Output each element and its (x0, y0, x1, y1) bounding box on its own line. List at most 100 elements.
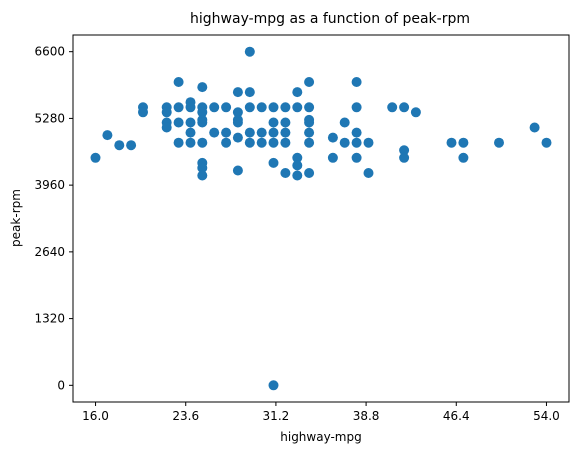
data-point (185, 127, 196, 138)
data-point (494, 137, 504, 148)
data-point (221, 127, 232, 138)
data-point (244, 102, 255, 113)
data-point (256, 127, 267, 138)
data-point (351, 127, 362, 138)
data-point (185, 137, 196, 148)
x-tick-label: 23.6 (172, 409, 199, 423)
data-point (102, 130, 113, 141)
data-point (327, 152, 338, 163)
data-point (304, 117, 315, 128)
data-point (304, 137, 315, 148)
data-point (197, 117, 208, 128)
data-point (268, 127, 279, 138)
data-point (458, 152, 469, 163)
data-point (209, 102, 220, 113)
data-point (410, 107, 421, 118)
y-axis-ticks: 0 1320 2640 3960 5280 6600 (34, 45, 73, 392)
data-point (126, 140, 137, 151)
data-point (244, 127, 255, 138)
data-point (280, 117, 291, 128)
y-tick-label: 0 (57, 378, 65, 392)
x-tick-label: 31.2 (263, 409, 290, 423)
data-point (363, 137, 374, 148)
x-tick-label: 46.4 (443, 409, 470, 423)
data-point (351, 77, 362, 87)
data-point (304, 168, 315, 178)
data-point (292, 102, 303, 113)
x-tick-label: 54.0 (533, 409, 560, 423)
data-point (399, 102, 410, 113)
y-tick-label: 2640 (34, 245, 65, 259)
data-point (529, 122, 540, 133)
y-tick-label: 1320 (34, 312, 65, 326)
data-point (292, 170, 303, 181)
data-point (268, 137, 279, 148)
data-point (232, 117, 243, 128)
data-point (197, 82, 208, 93)
data-point (256, 102, 267, 113)
data-point (185, 102, 196, 113)
data-point (280, 137, 291, 148)
data-point (280, 168, 291, 178)
data-point (244, 46, 255, 57)
data-point (114, 140, 125, 151)
x-tick-label: 16.0 (82, 409, 109, 423)
y-tick-label: 6600 (34, 45, 65, 59)
data-point (256, 137, 267, 148)
data-point (446, 137, 457, 148)
data-point (232, 107, 243, 118)
data-point (244, 87, 255, 98)
data-point (197, 162, 208, 173)
data-point (339, 137, 350, 148)
x-axis-ticks: 16.0 23.6 31.2 38.8 46.4 54.0 (82, 402, 560, 423)
data-point (399, 145, 410, 156)
plot-area (72, 34, 570, 403)
data-point (268, 117, 279, 128)
data-point (351, 102, 362, 113)
x-axis-label: highway-mpg (280, 430, 361, 444)
data-point (304, 77, 315, 87)
y-tick-label: 3960 (34, 178, 65, 192)
data-point (197, 170, 208, 181)
data-point (304, 127, 315, 138)
data-point (387, 102, 398, 113)
data-point (399, 152, 410, 163)
data-point (232, 165, 243, 176)
data-point (221, 137, 232, 148)
data-point (209, 127, 220, 138)
data-point (173, 137, 184, 148)
data-point (268, 102, 279, 113)
y-tick-label: 5280 (34, 111, 65, 125)
data-point (541, 137, 552, 148)
data-point (173, 117, 184, 128)
data-point (339, 117, 350, 128)
data-point (161, 107, 172, 118)
data-point (268, 157, 279, 168)
data-point (244, 137, 255, 148)
data-point (327, 132, 338, 143)
data-point (232, 132, 243, 143)
data-point (292, 87, 303, 98)
data-point (138, 107, 148, 118)
data-point (197, 107, 208, 118)
data-point (90, 152, 101, 163)
data-point (221, 102, 232, 113)
data-point (280, 127, 291, 138)
x-tick-label: 38.8 (353, 409, 380, 423)
data-point (268, 380, 279, 391)
data-point (197, 137, 208, 148)
data-point (173, 102, 184, 113)
data-point (161, 122, 172, 133)
data-point (351, 152, 362, 163)
data-points (90, 46, 552, 391)
y-axis-label: peak-rpm (9, 189, 23, 247)
data-point (363, 168, 374, 178)
data-point (351, 137, 362, 148)
data-point (280, 102, 291, 113)
data-point (458, 137, 469, 148)
data-point (292, 160, 303, 171)
data-point (232, 87, 243, 98)
data-point (304, 102, 315, 113)
data-point (185, 117, 196, 128)
